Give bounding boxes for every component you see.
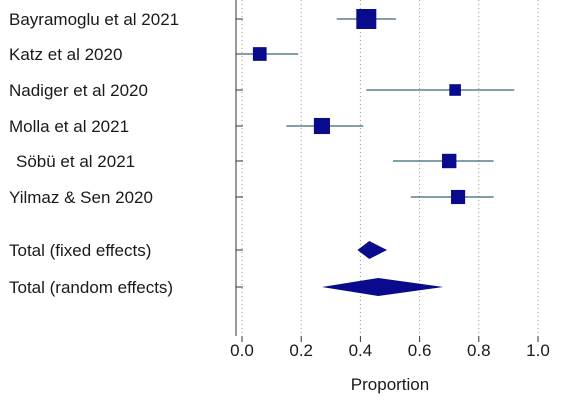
- pooled-diamond: [357, 241, 388, 259]
- x-tick-label: 0.0: [230, 341, 254, 360]
- pooled-label: Total (random effects): [9, 278, 173, 297]
- x-tick-label: 0.8: [467, 341, 491, 360]
- point-estimate: [313, 117, 330, 135]
- study-label: Yilmaz & Sen 2020: [9, 188, 153, 207]
- study-label: Bayramoglu et al 2021: [9, 10, 179, 29]
- x-tick-label: 0.4: [349, 341, 373, 360]
- gridlines: [241, 0, 539, 336]
- pooled-diamond: [321, 278, 444, 296]
- point-estimate: [449, 84, 461, 96]
- point-estimate: [252, 47, 267, 61]
- x-tick-label: 1.0: [526, 341, 550, 360]
- point-estimate: [356, 9, 377, 29]
- study-label: Katz et al 2020: [9, 45, 122, 64]
- x-axis-title: Proportion: [351, 375, 429, 394]
- study-label: Nadiger et al 2020: [9, 81, 148, 100]
- point-estimate: [442, 153, 457, 169]
- x-tick-label: 0.6: [408, 341, 432, 360]
- x-tick-label: 0.2: [289, 341, 313, 360]
- x-axis: 0.0 0.2 0.4 0.6 0.8 1.0: [230, 0, 550, 360]
- plot-marks: [242, 9, 515, 296]
- pooled-label: Total (fixed effects): [9, 241, 151, 260]
- point-estimate: [451, 189, 466, 205]
- study-label: Söbü et al 2021: [16, 152, 135, 171]
- study-labels: Bayramoglu et al 2021 Katz et al 2020 Nadi…: [9, 10, 179, 297]
- study-label: Molla et al 2021: [9, 117, 129, 136]
